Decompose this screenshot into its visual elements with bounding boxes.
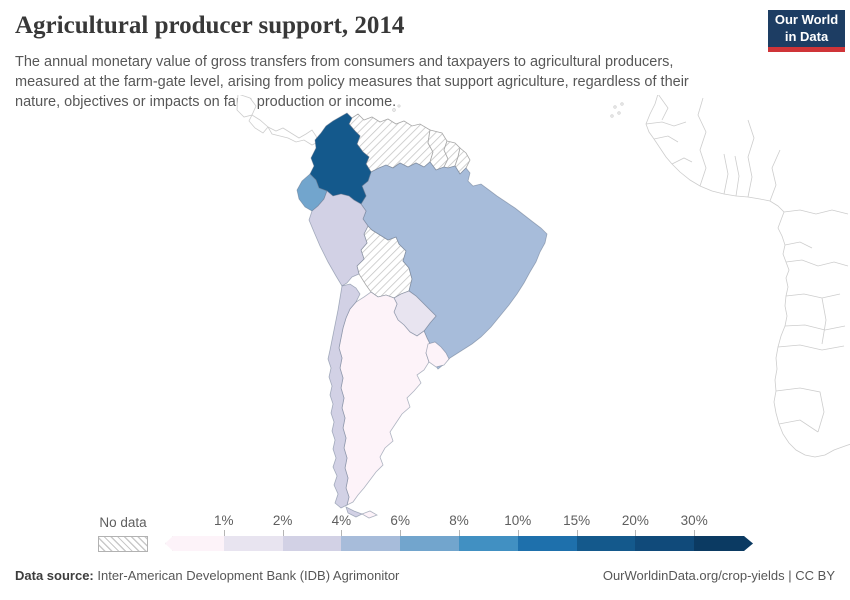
page-title: Agricultural producer support, 2014 xyxy=(15,12,405,39)
africa-border xyxy=(785,293,841,299)
legend-tick-label: 30% xyxy=(680,513,708,528)
country-argentina-tierra-del-fuego[interactable] xyxy=(361,510,378,519)
africa-border xyxy=(723,153,729,195)
country-chile[interactable] xyxy=(327,283,361,509)
africa-border xyxy=(734,155,740,197)
africa-border xyxy=(653,135,679,143)
legend-segment[interactable] xyxy=(165,536,224,551)
africa-border xyxy=(777,344,845,351)
legend-tick-mark xyxy=(282,530,284,536)
legend-tick-mark xyxy=(694,530,696,536)
island-dot xyxy=(397,104,401,108)
legend-tick-mark xyxy=(223,530,225,536)
island-dot xyxy=(613,105,617,109)
legend-segment[interactable] xyxy=(459,536,518,551)
africa-border xyxy=(778,419,819,433)
legend-segment[interactable] xyxy=(400,536,459,551)
country-chile-tierra-del-fuego[interactable] xyxy=(345,506,363,518)
island-dot xyxy=(617,111,621,115)
logo-line1: Our World xyxy=(774,12,839,28)
legend-segment[interactable] xyxy=(341,536,400,551)
legend-tick-label: 20% xyxy=(621,513,649,528)
island-dot xyxy=(392,108,396,112)
country-peru[interactable] xyxy=(308,190,369,287)
legend-tick-mark xyxy=(341,530,343,536)
data-source-label: Data source: xyxy=(15,568,94,583)
no-data-swatch[interactable] xyxy=(98,536,148,552)
chart-footer: Data source: Inter-American Development … xyxy=(15,568,835,583)
africa-border xyxy=(785,259,849,267)
africa-border xyxy=(775,387,825,433)
no-data-label: No data xyxy=(99,515,147,530)
country-outline-costa-rica xyxy=(248,114,269,134)
legend-tick-mark xyxy=(459,530,460,536)
africa-border xyxy=(645,121,687,127)
africa-border xyxy=(769,149,781,202)
central-america-outlines xyxy=(236,95,319,146)
legend-tick-label: 6% xyxy=(390,513,410,528)
africa-border xyxy=(658,95,669,121)
data-source-value: Inter-American Development Bank (IDB) Ag… xyxy=(97,568,400,583)
africa-border xyxy=(821,297,827,345)
map-legend: No data 1% 2% 4% 6% 8% 10% 15% 20% 30% xyxy=(0,512,850,560)
legend-tick-mark xyxy=(400,530,402,536)
legend-tick-label: 10% xyxy=(504,513,532,528)
country-brazil[interactable] xyxy=(360,161,548,370)
data-source: Data source: Inter-American Development … xyxy=(15,568,399,583)
africa-border xyxy=(784,324,846,331)
choropleth-map xyxy=(236,95,850,519)
africa-border xyxy=(784,241,813,249)
legend-tick-label: 2% xyxy=(272,513,293,528)
legend-tick-label: 8% xyxy=(449,513,469,528)
africa-border xyxy=(671,157,693,165)
legend-segment[interactable] xyxy=(518,536,577,551)
logo-line2: in Data xyxy=(784,28,829,44)
legend-tick-mark xyxy=(635,530,637,536)
island-dot xyxy=(610,114,614,118)
legend-tick-label: 15% xyxy=(563,513,591,528)
license-link[interactable]: OurWorldinData.org/crop-yields | CC BY xyxy=(602,568,835,583)
legend-segment[interactable] xyxy=(283,536,342,551)
legend-tick-labels: 1% 2% 4% 6% 8% 10% 15% 20% 30% xyxy=(165,512,753,536)
owid-logo[interactable]: Our World in Data xyxy=(768,10,845,52)
chart-subtitle: The annual monetary value of gross trans… xyxy=(15,54,689,110)
country-outline-panama xyxy=(266,126,319,146)
legend-segment[interactable] xyxy=(635,536,694,551)
africa-border xyxy=(747,119,755,198)
legend-tick-mark xyxy=(576,530,578,536)
legend-tick-label: 4% xyxy=(331,513,352,528)
africa-border xyxy=(697,97,707,187)
africa-outlines xyxy=(610,95,850,458)
legend-segment[interactable] xyxy=(694,536,753,551)
legend-segment[interactable] xyxy=(224,536,283,551)
africa-border xyxy=(783,209,849,215)
legend-tick-label: 1% xyxy=(214,513,234,528)
country-uruguay[interactable] xyxy=(425,341,450,368)
africa-coastline xyxy=(645,95,850,458)
legend-tick-mark xyxy=(517,530,519,536)
country-outline-nicaragua xyxy=(236,95,257,118)
legend-color-bar[interactable] xyxy=(165,536,753,551)
island-dot xyxy=(620,102,624,106)
legend-segment[interactable] xyxy=(577,536,636,551)
